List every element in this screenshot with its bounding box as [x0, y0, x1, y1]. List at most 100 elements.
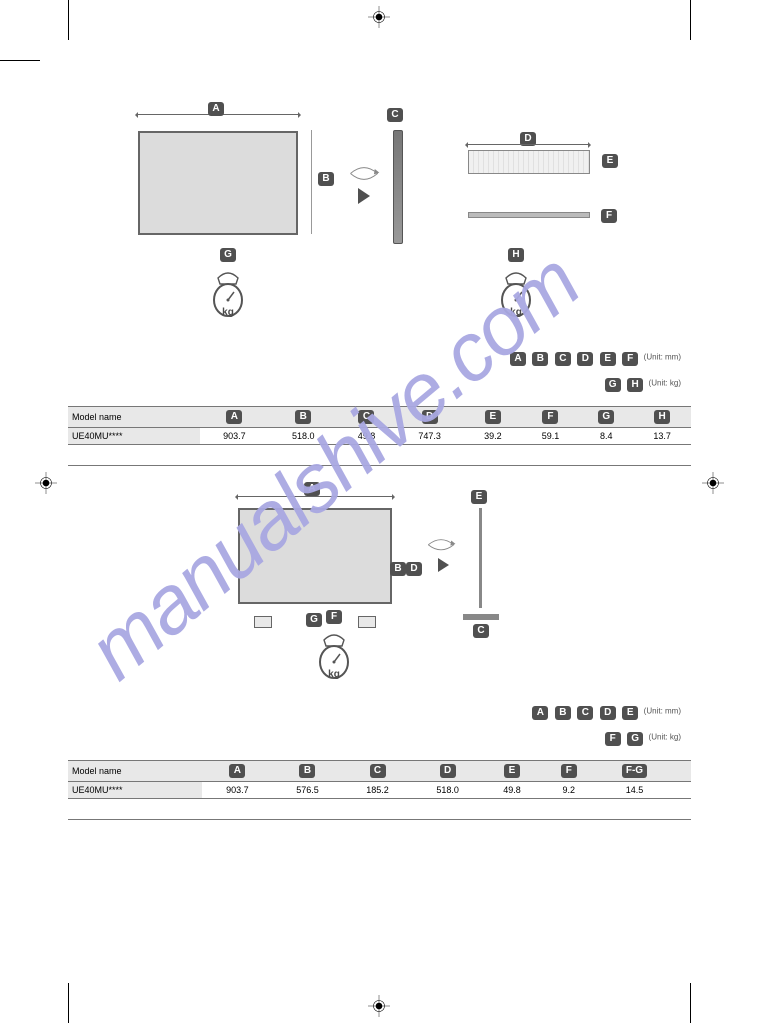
weight-icon: F kg: [314, 622, 354, 682]
badge-b: B: [555, 706, 571, 720]
cell: 13.7: [633, 428, 691, 445]
unit-mm: (Unit: mm): [644, 706, 681, 715]
cell: 49.8: [338, 428, 396, 445]
badge-c: C: [387, 108, 403, 122]
badge-d: D: [406, 562, 422, 576]
col-g: G: [598, 410, 614, 424]
badge-a: A: [208, 102, 224, 116]
unit-kg: (Unit: kg): [649, 378, 681, 387]
badge-a: A: [532, 706, 548, 720]
col-f: F: [561, 764, 577, 778]
cell: 576.5: [272, 782, 342, 799]
badge-d: D: [600, 706, 616, 720]
units-line-1: A B C D E F (Unit: mm): [68, 348, 691, 366]
cell: 747.3: [395, 428, 464, 445]
col-fg: F-G: [622, 764, 647, 778]
weight-unit: kg: [208, 307, 248, 318]
units-line-4: F G (Unit: kg): [68, 728, 691, 746]
unit-kg: (Unit: kg): [649, 732, 681, 741]
dimensions-table-1: Model name A B C D E F G H UE40MU**** 90…: [68, 406, 691, 466]
col-f: F: [542, 410, 558, 424]
badge-c: C: [577, 706, 593, 720]
col-e: E: [485, 410, 501, 424]
col-d: D: [422, 410, 438, 424]
rotate-arrow-icon: [346, 160, 382, 190]
cell: 59.1: [522, 428, 580, 445]
crop-mark: [0, 60, 40, 61]
badge-a: A: [304, 482, 320, 496]
triangle-right-icon: [358, 188, 370, 204]
badge-e: E: [622, 706, 638, 720]
badge-f: F: [605, 732, 621, 746]
cell: 518.0: [413, 782, 483, 799]
badge-d: D: [577, 352, 593, 366]
registration-mark-icon: [702, 472, 724, 494]
cell: 14.5: [596, 782, 672, 799]
cell: 8.4: [579, 428, 633, 445]
cell: 185.2: [343, 782, 413, 799]
badge-b: B: [532, 352, 548, 366]
badge-e: E: [600, 352, 616, 366]
cell-model: UE40MU****: [68, 782, 202, 799]
registration-mark-icon: [368, 6, 390, 28]
cell-model: UE40MU****: [68, 428, 200, 445]
stand-top-view: D E: [468, 150, 590, 174]
badge-b: B: [318, 172, 334, 186]
registration-mark-icon: [35, 472, 57, 494]
weight-unit: kg: [314, 669, 354, 680]
units-line-2: G H (Unit: kg): [68, 374, 691, 392]
rotate-arrow-icon: [424, 532, 458, 558]
col-a: A: [226, 410, 242, 424]
table-header-row: Model name A B C D E F F-G: [68, 761, 691, 782]
unit-mm: (Unit: mm): [644, 352, 681, 361]
badge-e: E: [602, 154, 618, 168]
diagram-with-stand: A D B G E C F kg: [68, 494, 691, 694]
tv-side-view: C: [393, 130, 403, 244]
crop-mark: [68, 983, 69, 1023]
col-b: B: [299, 764, 315, 778]
crop-mark: [690, 0, 691, 40]
badge-b: B: [390, 562, 406, 576]
header-model: Model name: [68, 407, 200, 428]
table-row: UE40MU**** 903.7 576.5 185.2 518.0 49.8 …: [68, 782, 691, 799]
cell: 903.7: [202, 782, 272, 799]
badge-f: F: [601, 209, 617, 223]
table-header-row: Model name A B C D E F G H: [68, 407, 691, 428]
badge-c: C: [555, 352, 571, 366]
header-model: Model name: [68, 761, 202, 782]
cell: 49.8: [483, 782, 542, 799]
badge-h: H: [508, 248, 524, 262]
units-line-3: A B C D E (Unit: mm): [68, 702, 691, 720]
diagram-without-stand: A B C D E F G kg: [68, 120, 691, 340]
cell: 9.2: [541, 782, 596, 799]
weight-icon: G kg: [208, 260, 248, 320]
col-c: C: [358, 410, 374, 424]
badge-h: H: [627, 378, 643, 392]
badge-a: A: [510, 352, 526, 366]
col-d: D: [440, 764, 456, 778]
stand-profile-view: E C: [473, 508, 489, 620]
badge-f: F: [622, 352, 638, 366]
col-c: C: [370, 764, 386, 778]
col-h: H: [654, 410, 670, 424]
tv-front-view: A B: [138, 130, 298, 235]
col-a: A: [229, 764, 245, 778]
col-b: B: [295, 410, 311, 424]
cell: 903.7: [200, 428, 269, 445]
badge-e: E: [471, 490, 487, 504]
cell: 39.2: [464, 428, 522, 445]
registration-mark-icon: [368, 995, 390, 1017]
badge-g: G: [627, 732, 643, 746]
tv-front-with-stand: A D B G: [238, 508, 392, 604]
badge-c: C: [473, 624, 489, 638]
stand-side-view: F: [468, 212, 590, 218]
col-e: E: [504, 764, 520, 778]
triangle-right-icon: [438, 558, 449, 572]
weight-icon: H kg: [496, 260, 536, 320]
cell: 518.0: [269, 428, 338, 445]
table-row: UE40MU**** 903.7 518.0 49.8 747.3 39.2 5…: [68, 428, 691, 445]
badge-g: G: [220, 248, 236, 262]
crop-mark: [68, 0, 69, 40]
dimensions-table-2: Model name A B C D E F F-G UE40MU**** 90…: [68, 760, 691, 820]
manual-page: A B C D E F G kg: [68, 50, 691, 973]
